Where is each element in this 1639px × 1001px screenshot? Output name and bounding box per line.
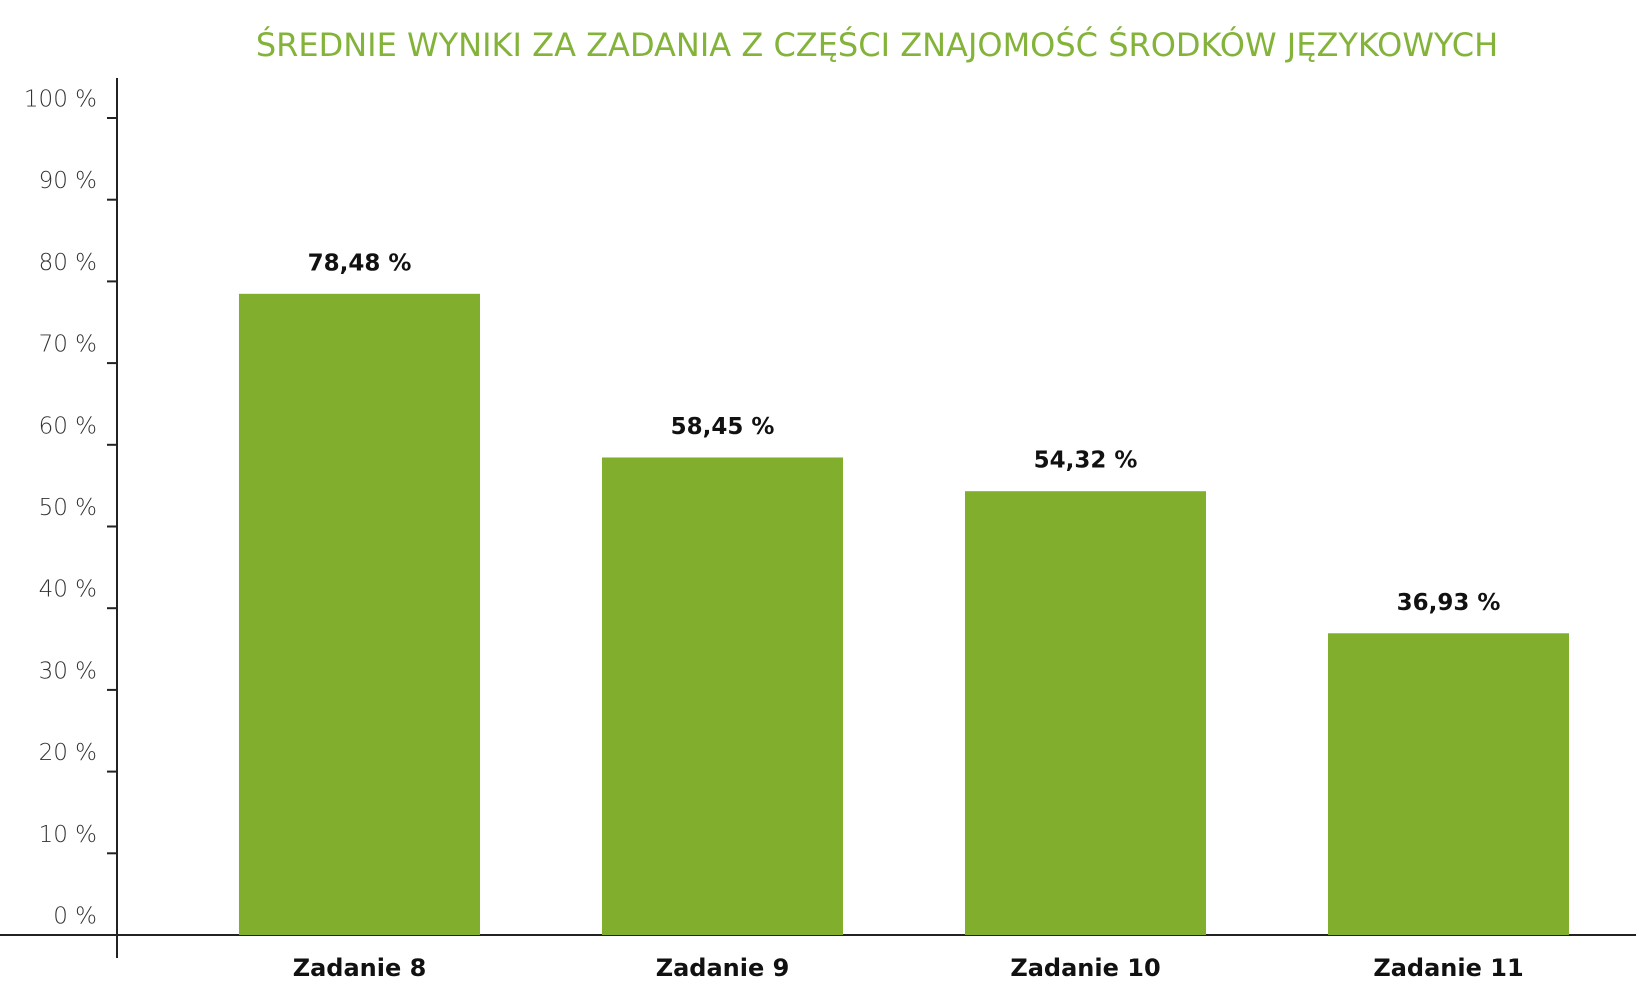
x-tick-label: Zadanie 10 xyxy=(1010,954,1160,982)
x-tick-label: Zadanie 11 xyxy=(1373,954,1523,982)
value-label: 54,32 % xyxy=(1034,448,1138,474)
bar xyxy=(1327,633,1570,935)
y-tick-label: 100 % xyxy=(24,87,97,113)
x-tick-label: Zadanie 9 xyxy=(656,954,790,982)
value-label: 58,45 % xyxy=(671,414,775,440)
y-tick-label: 60 % xyxy=(39,413,97,439)
value-label: 36,93 % xyxy=(1397,590,1501,616)
x-tick-label: Zadanie 8 xyxy=(293,954,427,982)
y-tick-label: 10 % xyxy=(39,822,97,848)
y-tick-label: 20 % xyxy=(39,740,97,766)
bar xyxy=(964,491,1207,935)
y-tick-label: 30 % xyxy=(39,658,97,684)
value-label: 78,48 % xyxy=(308,250,412,276)
y-tick-label: 0 % xyxy=(53,904,97,930)
bar xyxy=(601,457,844,935)
y-tick-label: 70 % xyxy=(39,332,97,358)
y-tick-label: 80 % xyxy=(39,250,97,276)
chart-title: ŚREDNIE WYNIKI ZA ZADANIA Z CZĘŚCI ZNAJO… xyxy=(256,25,1498,64)
y-tick-label: 90 % xyxy=(39,168,97,194)
bar xyxy=(238,293,481,936)
y-tick-label: 40 % xyxy=(39,577,97,603)
y-tick-label: 50 % xyxy=(39,495,97,521)
